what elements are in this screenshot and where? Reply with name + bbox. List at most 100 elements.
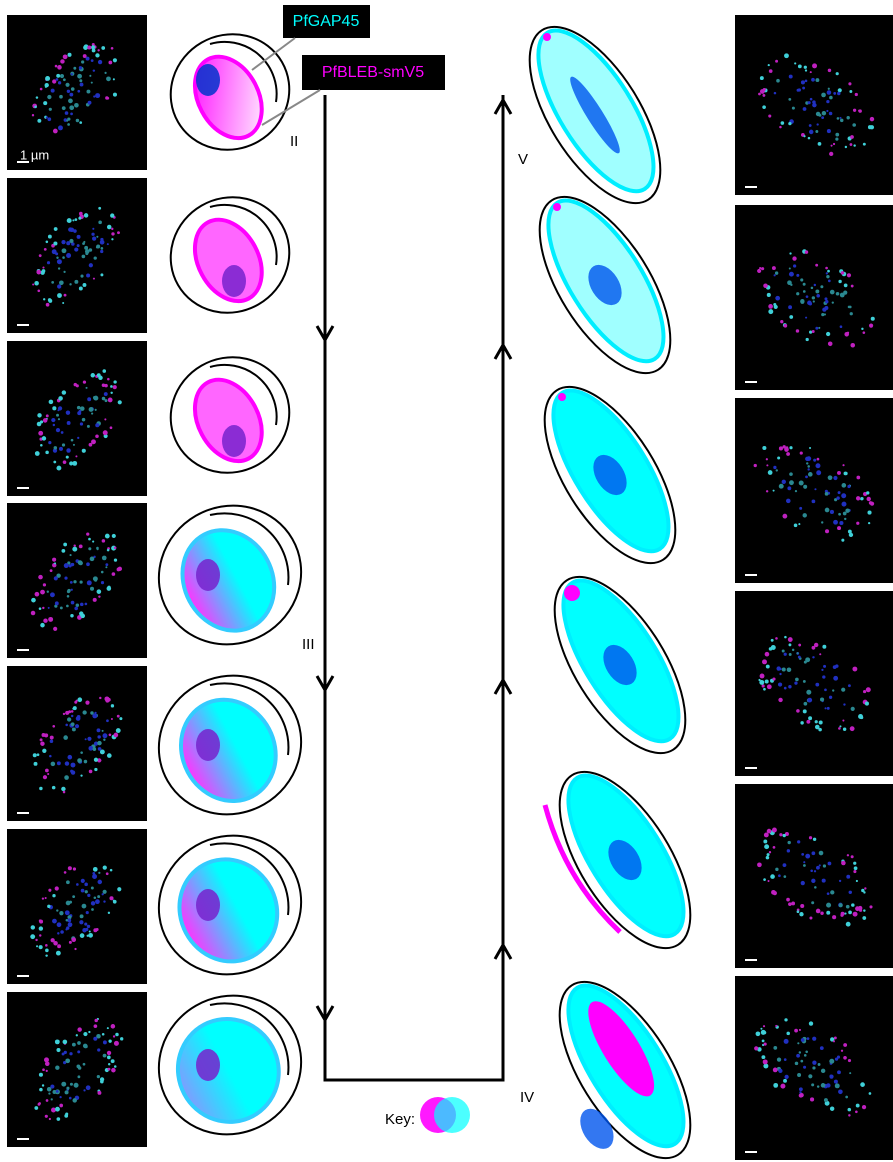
- signal-dot: [867, 497, 871, 501]
- signal-dot: [53, 627, 57, 631]
- signal-dot: [94, 712, 96, 714]
- signal-dot: [85, 603, 88, 606]
- signal-dot: [105, 699, 109, 703]
- signal-dot: [855, 1110, 858, 1113]
- signal-dot: [97, 589, 102, 594]
- signal-dot: [42, 436, 46, 440]
- signal-dot: [826, 100, 829, 103]
- signal-dot: [794, 62, 796, 64]
- signal-dot: [110, 426, 113, 429]
- signal-dot: [58, 396, 63, 401]
- signal-dot: [805, 657, 810, 662]
- signal-dot: [762, 446, 766, 450]
- signal-dot: [843, 703, 845, 705]
- signal-dot: [66, 253, 71, 258]
- signal-dot: [57, 284, 61, 288]
- signal-dot: [72, 1098, 77, 1103]
- signal-dot: [789, 267, 791, 269]
- signal-dot: [860, 497, 863, 500]
- signal-dot: [72, 895, 75, 898]
- signal-dot: [765, 652, 770, 657]
- signal-dot: [801, 853, 804, 856]
- signal-dot: [796, 1054, 800, 1058]
- signal-dot: [856, 1104, 860, 1108]
- signal-dot: [827, 270, 830, 273]
- signal-dot: [106, 719, 109, 722]
- signal-dot: [113, 900, 117, 904]
- signal-dot: [111, 704, 114, 707]
- signal-dot: [83, 381, 86, 384]
- signal-dot: [782, 667, 786, 671]
- signal-dot: [34, 281, 39, 286]
- signal-dot: [799, 481, 804, 486]
- signal-dot: [111, 47, 114, 50]
- signal-dot: [820, 911, 823, 914]
- signal-dot: [52, 558, 56, 562]
- signal-dot: [79, 920, 83, 924]
- signal-dot: [793, 264, 796, 267]
- signal-dot: [841, 539, 844, 542]
- signal-dot: [826, 110, 828, 112]
- signal-dot: [825, 707, 827, 709]
- signal-dot: [778, 682, 782, 686]
- nucleus: [222, 425, 246, 457]
- signal-dot: [37, 413, 41, 417]
- signal-dot: [66, 880, 70, 884]
- signal-dot: [85, 701, 89, 705]
- signal-dot: [848, 911, 852, 915]
- signal-dot: [839, 521, 843, 525]
- signal-dot: [808, 101, 811, 104]
- signal-dot: [852, 667, 857, 672]
- signal-dot: [83, 1089, 85, 1091]
- signal-dot: [46, 303, 50, 307]
- signal-dot: [39, 934, 41, 936]
- signal-dot: [92, 236, 96, 240]
- signal-dot: [75, 218, 78, 221]
- signal-dot: [806, 295, 809, 298]
- signal-dot: [86, 911, 89, 914]
- signal-dot: [786, 499, 791, 504]
- signal-dot: [870, 125, 874, 129]
- signal-dot: [848, 1108, 852, 1112]
- signal-dot: [72, 708, 74, 710]
- signal-dot: [822, 879, 826, 883]
- signal-dot: [776, 469, 778, 471]
- signal-dot: [63, 791, 66, 794]
- signal-dot: [836, 496, 839, 499]
- signal-dot: [93, 396, 98, 401]
- signal-dot: [804, 1054, 807, 1057]
- signal-dot: [109, 733, 112, 736]
- signal-dot: [77, 244, 80, 247]
- signal-dot: [60, 74, 64, 78]
- signal-dot: [65, 910, 70, 915]
- signal-dot: [68, 755, 73, 760]
- signal-dot: [789, 272, 794, 277]
- signal-dot: [73, 444, 75, 446]
- signal-dot: [107, 243, 109, 245]
- signal-dot: [786, 1032, 790, 1036]
- signal-dot: [783, 834, 786, 837]
- signal-dot: [92, 228, 94, 230]
- signal-dot: [69, 941, 72, 944]
- signal-dot: [76, 119, 79, 122]
- signal-dot: [113, 380, 116, 383]
- signal-dot: [64, 871, 67, 874]
- signal-dot: [853, 144, 855, 146]
- signal-dot: [849, 90, 852, 93]
- signal-dot: [65, 928, 67, 930]
- signal-dot: [786, 446, 789, 449]
- signal-dot: [776, 666, 780, 670]
- signal-dot: [63, 1040, 68, 1045]
- signal-dot: [47, 261, 50, 264]
- signal-dot: [85, 252, 88, 255]
- signal-dot: [842, 464, 844, 466]
- signal-dot: [97, 1091, 101, 1095]
- signal-dot: [76, 716, 81, 721]
- signal-dot: [841, 271, 845, 275]
- signal-dot: [760, 674, 765, 679]
- signal-dot: [816, 866, 820, 870]
- signal-dot: [794, 524, 798, 528]
- signal-dot: [800, 278, 803, 281]
- signal-dot: [40, 271, 44, 275]
- signal-dot: [102, 369, 106, 373]
